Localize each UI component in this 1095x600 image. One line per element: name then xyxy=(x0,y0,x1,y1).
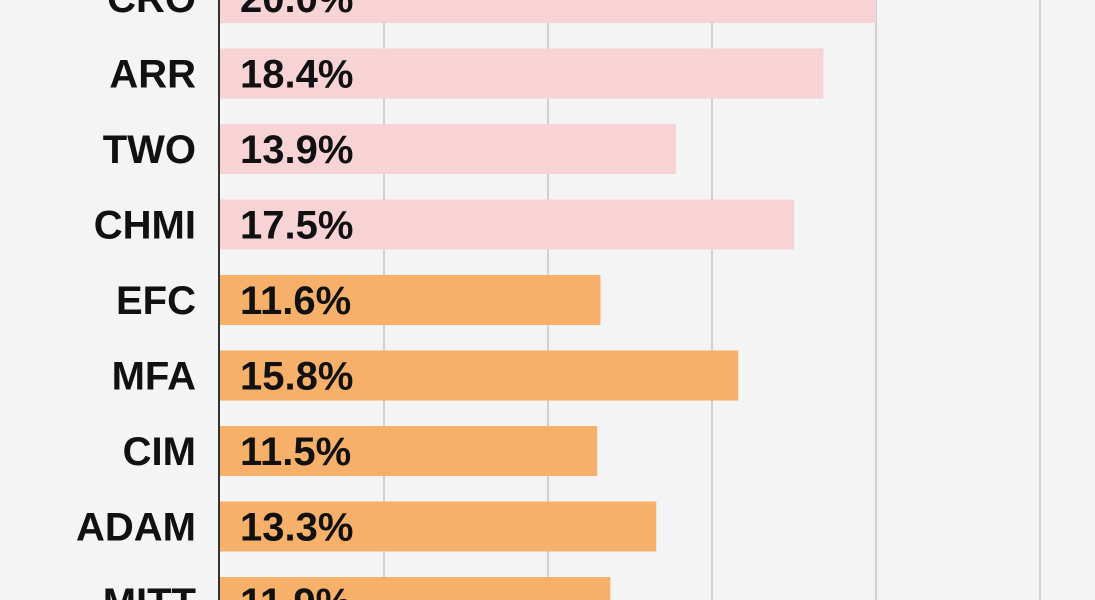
value-label-chmi: 17.5% xyxy=(240,204,353,248)
bar-chmi xyxy=(220,199,794,250)
value-label-adam: 13.3% xyxy=(240,506,353,550)
bar-efc xyxy=(220,275,601,325)
value-label-cim: 11.5% xyxy=(240,430,351,474)
value-label-two: 13.9% xyxy=(240,128,353,172)
category-label-adam: ADAM xyxy=(76,506,196,550)
bar-cro xyxy=(220,0,876,23)
value-label-cro: 20.0% xyxy=(240,0,353,21)
bar-cim xyxy=(220,426,598,476)
value-label-mitt: 11.9% xyxy=(240,581,351,600)
value-label-arr: 18.4% xyxy=(240,53,353,97)
category-label-mfa: MFA xyxy=(112,355,196,399)
bar-two xyxy=(220,124,676,174)
bar-mitt xyxy=(220,577,611,600)
value-label-mfa: 15.8% xyxy=(240,355,353,399)
bar-mfa xyxy=(220,350,739,401)
bars xyxy=(220,0,876,600)
category-labels: CRO ARR TWO CHMI EFC MFA CIM ADAM MITT xyxy=(76,0,196,600)
value-label-efc: 11.6% xyxy=(240,279,351,323)
category-label-mitt: MITT xyxy=(103,581,196,600)
category-label-two: TWO xyxy=(103,128,196,172)
category-label-efc: EFC xyxy=(116,279,196,323)
category-label-arr: ARR xyxy=(109,53,196,97)
category-label-cim: CIM xyxy=(123,430,196,474)
bar-arr xyxy=(220,48,824,99)
value-labels: 20.0% 18.4% 13.9% 17.5% 11.6% 15.8% 11.5% 13.3%… xyxy=(240,0,353,600)
category-label-cro: CRO xyxy=(107,0,196,21)
category-label-chmi: CHMI xyxy=(94,204,196,248)
bar-adam xyxy=(220,501,657,552)
